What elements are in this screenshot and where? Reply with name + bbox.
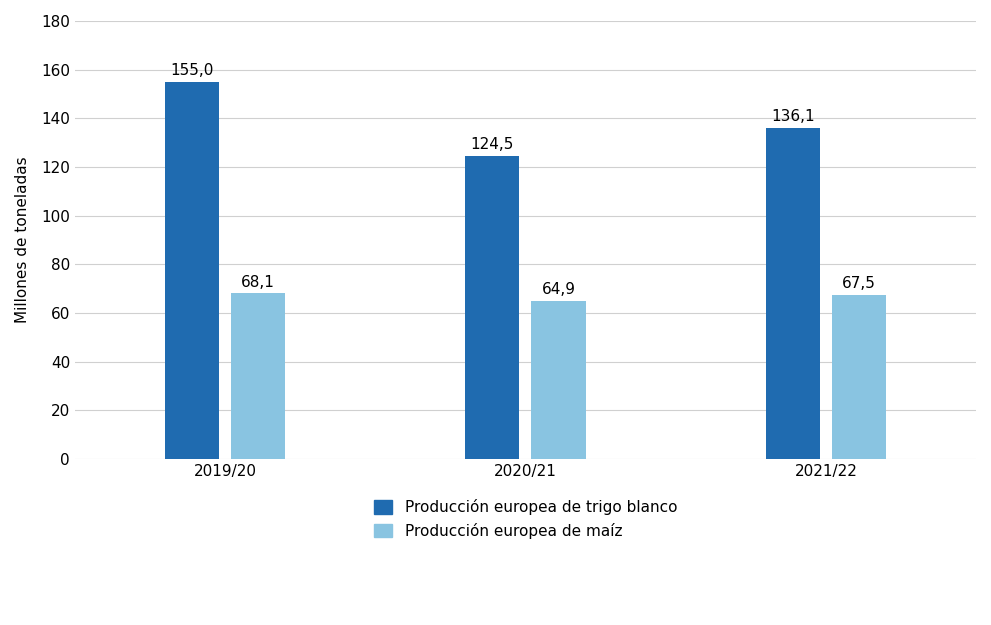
Bar bbox=[766, 127, 820, 459]
Bar bbox=[165, 82, 219, 459]
Text: 64,9: 64,9 bbox=[541, 282, 576, 298]
Text: 67,5: 67,5 bbox=[842, 276, 876, 291]
Text: 68,1: 68,1 bbox=[241, 274, 275, 289]
Bar bbox=[231, 293, 285, 459]
Text: 124,5: 124,5 bbox=[471, 138, 514, 152]
Bar bbox=[466, 156, 519, 459]
Y-axis label: Millones de toneladas: Millones de toneladas bbox=[15, 157, 30, 323]
Bar bbox=[531, 301, 586, 459]
Bar bbox=[831, 294, 886, 459]
Text: 136,1: 136,1 bbox=[771, 109, 815, 124]
Legend: Producción europea de trigo blanco, Producción europea de maíz: Producción europea de trigo blanco, Prod… bbox=[374, 499, 677, 539]
Text: 155,0: 155,0 bbox=[170, 63, 214, 78]
